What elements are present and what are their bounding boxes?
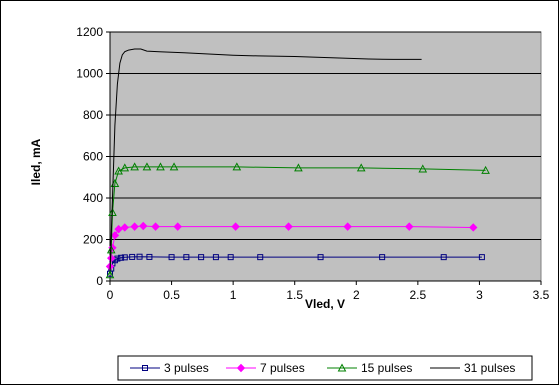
- legend-label: 15 pulses: [361, 361, 412, 375]
- y-tick-label: 400: [83, 191, 103, 205]
- data-point-3-pulses: [121, 254, 128, 261]
- gridlines: [110, 31, 541, 240]
- data-point-3-pulses: [227, 254, 234, 261]
- data-point-7-pulses: [343, 222, 352, 231]
- x-tick-label: 3: [476, 288, 483, 302]
- legend-marker: [142, 365, 148, 371]
- x-tick-label: 2.5: [410, 288, 427, 302]
- data-point-15-pulses: [114, 166, 123, 175]
- legend-entry-7-pulses: 7 pulses: [226, 361, 305, 375]
- data-point-3-pulses: [168, 254, 175, 261]
- legend-label: 31 pulses: [464, 361, 515, 375]
- data-point-15-pulses: [105, 270, 115, 279]
- series-line-31-pulses: [109, 48, 422, 271]
- data-point-7-pulses: [120, 223, 129, 232]
- x-axis-title: Vled, V: [305, 297, 345, 311]
- y-tick-label: 0: [96, 274, 103, 288]
- axes: 0 200 400 600 800 1000 1200 0 0.5 1 1.5 2 2.5 3 3.5: [76, 25, 549, 302]
- data-point-15-pulses: [156, 162, 165, 171]
- data-point-7-pulses: [284, 222, 293, 231]
- legend-entry-31-pulses: 31 pulses: [430, 361, 515, 375]
- data-point-3-pulses: [257, 254, 264, 261]
- x-tick-label: 1: [230, 288, 237, 302]
- data-point-7-pulses: [173, 222, 182, 231]
- series-line-15-pulses: [109, 166, 486, 275]
- data-point-3-pulses: [129, 253, 136, 260]
- legend-marker: [337, 363, 347, 372]
- data-point-3-pulses: [317, 254, 324, 261]
- y-tick-label: 200: [83, 233, 103, 247]
- legend-box: [117, 355, 533, 381]
- x-tick-label: 0: [107, 288, 114, 302]
- x-tick-label: 1.5: [286, 288, 303, 302]
- data-point-3-pulses: [136, 253, 143, 260]
- data-point-3-pulses: [118, 254, 125, 261]
- y-tick-label: 1000: [76, 67, 103, 81]
- data-point-7-pulses: [151, 222, 160, 231]
- data-point-7-pulses: [114, 224, 123, 234]
- data-point-7-pulses: [139, 221, 148, 231]
- data-point-7-pulses: [469, 223, 478, 232]
- data-point-3-pulses: [198, 254, 205, 261]
- y-tick-label: 600: [83, 150, 103, 164]
- y-tick-label: 800: [83, 108, 103, 122]
- data-point-3-pulses: [379, 254, 386, 261]
- legend-entry-15-pulses: 15 pulses: [327, 361, 412, 375]
- series-31-pulses: [109, 48, 422, 271]
- data-point-15-pulses: [108, 207, 117, 217]
- data-point-3-pulses: [440, 254, 447, 261]
- data-point-15-pulses: [120, 163, 130, 172]
- data-point-7-pulses: [110, 231, 120, 240]
- series-3-pulses: [107, 253, 485, 277]
- data-point-3-pulses: [478, 254, 485, 261]
- data-point-15-pulses: [106, 245, 116, 254]
- data-point-7-pulses: [405, 222, 414, 231]
- data-point-3-pulses: [146, 253, 153, 260]
- data-point-7-pulses: [231, 222, 240, 231]
- legend-entry-3-pulses: 3 pulses: [130, 361, 209, 375]
- legend: 3 pulses 7 pulses 15 pulses 31 pulses: [130, 361, 515, 375]
- data-point-3-pulses: [183, 254, 190, 261]
- data-point-15-pulses: [142, 162, 152, 171]
- data-point-15-pulses: [481, 165, 490, 174]
- x-tick-label: 3.5: [533, 288, 550, 302]
- data-point-15-pulses: [356, 163, 366, 172]
- x-tick-label: 0.5: [163, 288, 180, 302]
- data-point-15-pulses: [169, 162, 179, 171]
- data-point-15-pulses: [130, 162, 139, 171]
- y-tick-label: 1200: [76, 25, 103, 39]
- data-point-7-pulses: [130, 222, 139, 231]
- series-15-pulses: [105, 162, 490, 279]
- x-tick-label: 2: [353, 288, 360, 302]
- data-point-15-pulses: [232, 162, 242, 171]
- legend-label: 7 pulses: [260, 361, 305, 375]
- y-axis-title: Iled, mA: [29, 138, 43, 185]
- legend-marker: [236, 363, 246, 373]
- series-layer: [105, 48, 490, 279]
- data-point-3-pulses: [212, 254, 219, 261]
- data-point-15-pulses: [294, 163, 303, 172]
- legend-label: 3 pulses: [164, 361, 209, 375]
- data-point-15-pulses: [418, 164, 428, 173]
